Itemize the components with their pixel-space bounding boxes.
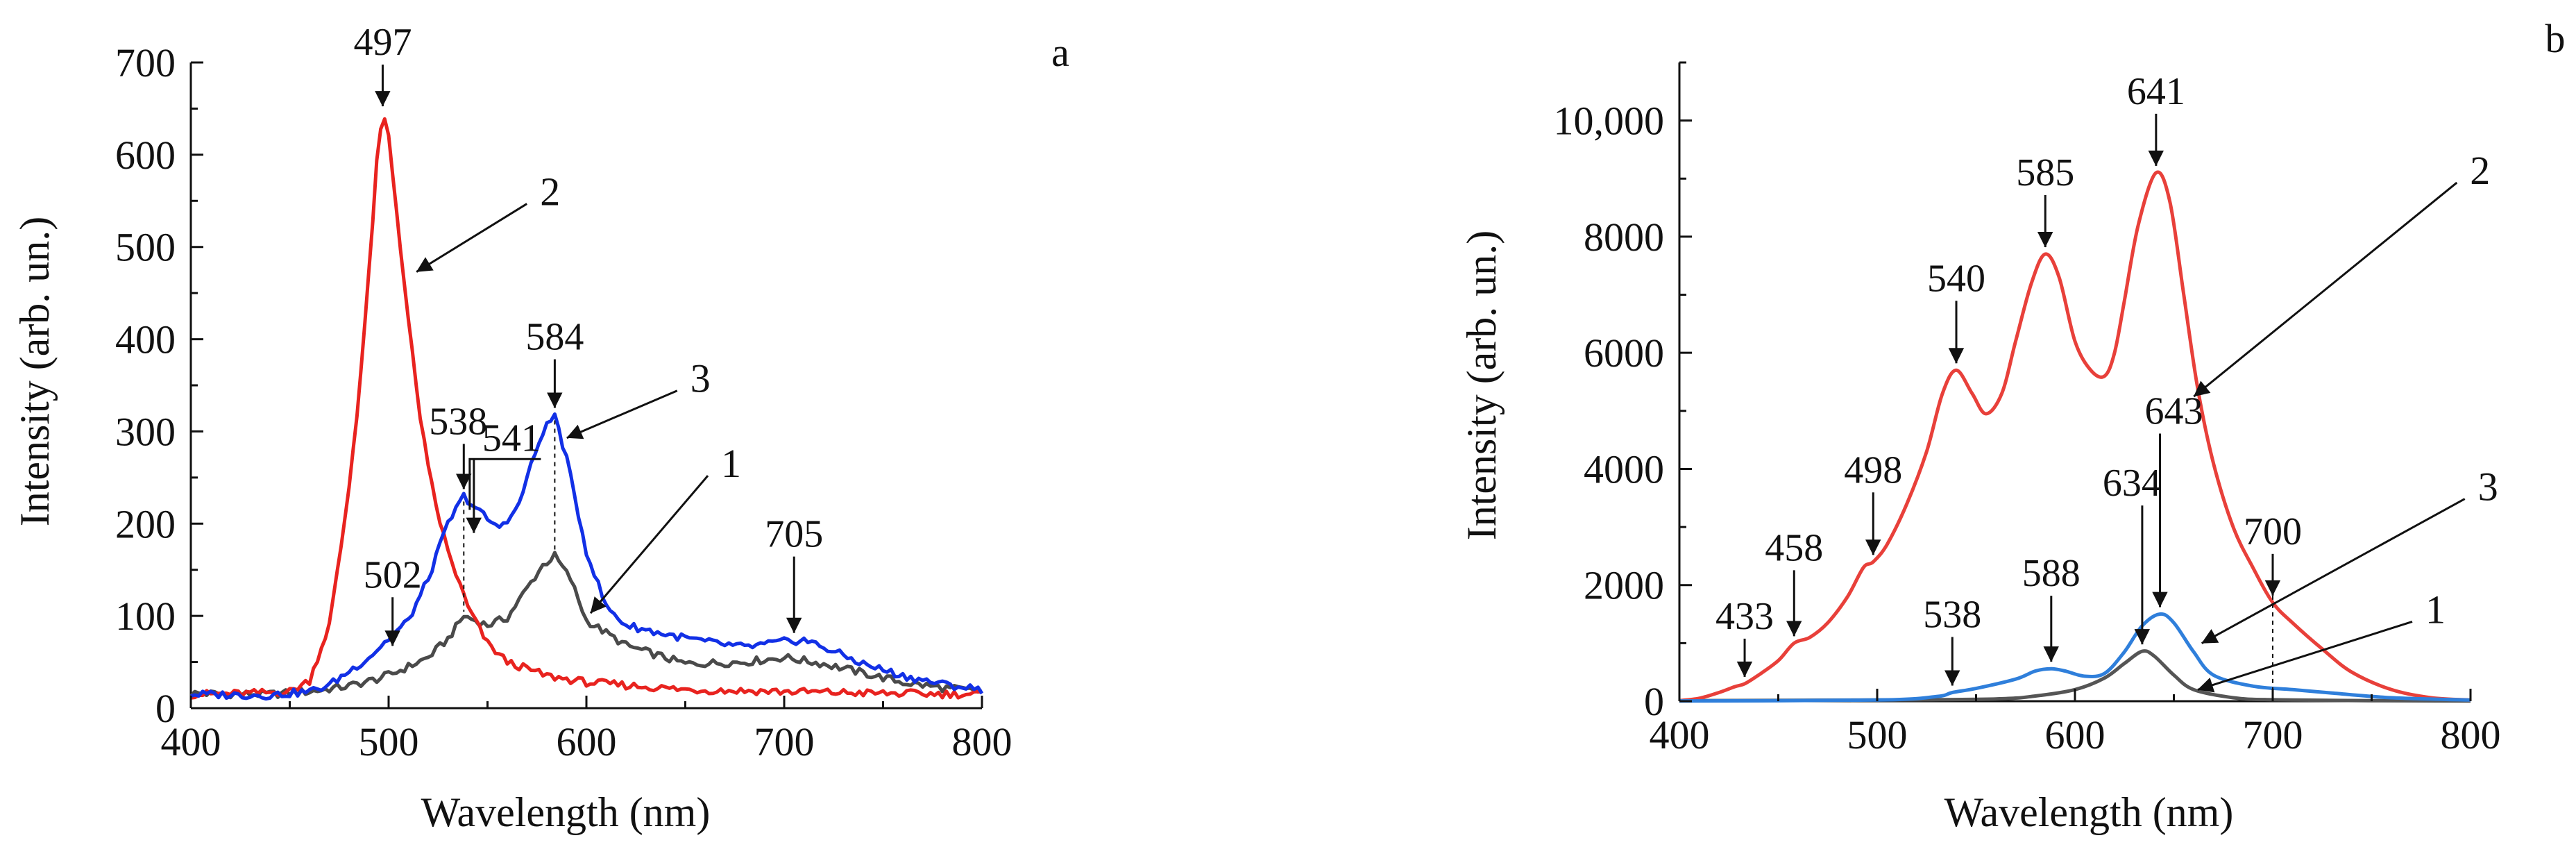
x-tick-label: 500 (1847, 712, 1908, 757)
curve-label-2: 2 (416, 169, 560, 273)
curve-label-3: 3 (566, 356, 711, 439)
y-tick-label: 8000 (1584, 215, 1664, 260)
panel-b-x-axis-title: Wavelength (nm) (1944, 789, 2234, 835)
x-tick-label: 400 (161, 719, 221, 764)
x-tick-label: 500 (359, 719, 419, 764)
y-tick-label: 500 (115, 225, 176, 270)
peak-label: 538 (429, 400, 487, 443)
peak-label: 700 (2244, 510, 2302, 553)
curve-label-1: 1 (2197, 587, 2446, 693)
x-tick-label: 600 (557, 719, 617, 764)
x-tick-label: 600 (2045, 712, 2105, 757)
series-line-1 (189, 551, 983, 700)
curve-number: 3 (2478, 464, 2498, 510)
curve-label-1: 1 (589, 441, 741, 614)
curve-number: 2 (540, 169, 560, 215)
panel-a-x-axis-title: Wavelength (nm) (421, 789, 711, 835)
peak-annotation-540: 540 (1927, 257, 1985, 364)
series-line-3 (1679, 612, 2471, 703)
curve-number: 1 (721, 441, 741, 486)
x-tick-label: 700 (2243, 712, 2303, 757)
y-tick-label: 10,000 (1554, 99, 1665, 144)
y-tick-label: 6000 (1584, 330, 1664, 376)
panel-b-annotations: 433 458 498 538 540 585 588 634 641 643 700 1 2 3 (1715, 70, 2498, 701)
series-line-3 (190, 412, 984, 701)
x-tick-label: 800 (2441, 712, 2501, 757)
panel-b-label: b (2545, 16, 2566, 61)
curve-label-2: 2 (2193, 148, 2490, 398)
y-tick-label: 300 (115, 409, 176, 454)
peak-label: 585 (2016, 151, 2074, 194)
peak-annotation-700: 700 (2244, 510, 2302, 701)
peak-annotation-585: 585 (2016, 151, 2074, 248)
peak-label: 641 (2127, 70, 2185, 113)
y-tick-label: 4000 (1584, 446, 1664, 492)
peak-label: 588 (2022, 552, 2081, 595)
peak-label: 497 (353, 21, 412, 64)
y-tick-label: 0 (1644, 679, 1664, 724)
panel-b-series (1679, 170, 2471, 703)
panel-b-plot-frame (1678, 62, 2471, 703)
panel-a-y-axis-title: Intensity (arb. un.) (12, 217, 58, 527)
x-tick-label: 700 (754, 719, 815, 764)
peak-label: 634 (2103, 462, 2161, 505)
peak-annotation-588: 588 (2022, 552, 2081, 662)
panel-a-ticks: 400 500 600 700 800 0 100 200 300 400 500 600 700 (115, 40, 1012, 764)
peak-annotation-643: 643 (2145, 390, 2203, 607)
peak-annotation-538: 538 (1923, 593, 1981, 686)
peak-annotation-497: 497 (353, 21, 412, 107)
y-tick-label: 700 (115, 40, 176, 85)
peak-annotation-541: 541 (466, 417, 541, 533)
series-line-2 (190, 117, 983, 700)
peak-label: 498 (1844, 448, 1902, 492)
peak-annotation-584: 584 (525, 316, 584, 408)
y-tick-label: 400 (115, 317, 176, 362)
peak-label: 705 (765, 513, 823, 556)
peak-annotation-705: 705 (765, 513, 823, 634)
peak-annotation-498: 498 (1844, 448, 1902, 555)
peak-label: 643 (2145, 390, 2203, 433)
curve-number: 3 (690, 356, 711, 401)
x-tick-label: 400 (1650, 712, 1710, 757)
y-tick-label: 200 (115, 501, 176, 546)
y-tick-label: 0 (155, 686, 176, 731)
chart-panel-b: 433 458 498 538 540 585 588 634 641 643 700 1 2 3 400… (1459, 16, 2566, 835)
curve-label-3: 3 (2201, 464, 2498, 644)
curve-number: 1 (2425, 587, 2446, 632)
peak-label: 433 (1715, 595, 1774, 638)
panel-a-label: a (1051, 30, 1069, 75)
peak-annotation-634: 634 (2103, 462, 2161, 645)
peak-label: 541 (482, 417, 541, 460)
y-tick-label: 600 (115, 133, 176, 178)
panel-a-plot-frame (189, 62, 982, 710)
peak-label: 540 (1927, 257, 1985, 300)
panel-b-y-axis-title: Intensity (arb. un.) (1459, 230, 1505, 541)
peak-annotation-433: 433 (1715, 595, 1774, 678)
peak-annotation-502: 502 (364, 553, 422, 646)
peak-label: 584 (525, 316, 584, 359)
y-tick-label: 100 (115, 594, 176, 639)
series-line-2 (1679, 170, 2471, 703)
peak-label: 502 (364, 553, 422, 596)
curve-number: 2 (2470, 148, 2490, 193)
peak-annotation-458: 458 (1765, 526, 1823, 637)
peak-label: 458 (1765, 526, 1823, 569)
panel-a-series (189, 117, 984, 701)
peak-label: 538 (1923, 593, 1981, 636)
x-tick-label: 800 (952, 719, 1012, 764)
peak-annotation-538: 538 (429, 400, 487, 489)
y-tick-label: 2000 (1584, 563, 1664, 608)
peak-annotation-641: 641 (2127, 70, 2185, 167)
